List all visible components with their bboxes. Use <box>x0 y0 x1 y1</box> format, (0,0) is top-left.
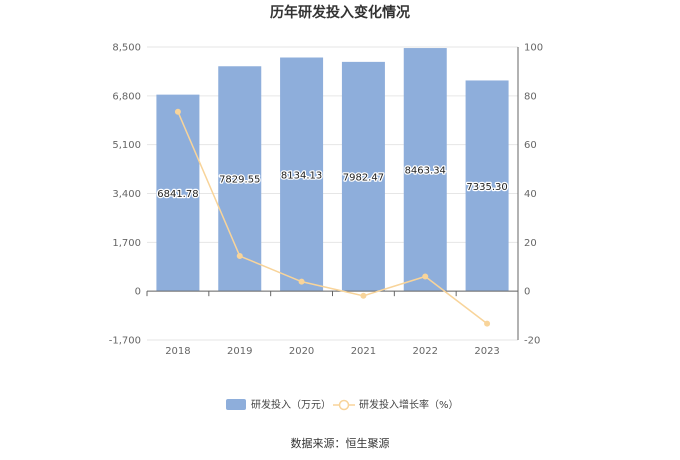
growth-line <box>177 111 488 325</box>
x-tick-label: 2019 <box>227 346 252 357</box>
bar-value-label: 8463.34 <box>405 166 446 177</box>
legend-label-bar: 研发投入（万元） <box>251 398 331 411</box>
bar-value-label: 7982.47 <box>343 173 384 184</box>
bar[interactable] <box>341 61 385 292</box>
bar-value-label: 7335.30 <box>466 182 507 193</box>
right-tick-label: 80 <box>524 91 537 102</box>
right-tick-label: -20 <box>524 336 540 347</box>
bar[interactable] <box>280 57 324 292</box>
right-tick-label: 40 <box>524 189 537 200</box>
data-source: 数据来源：恒生聚源 <box>291 436 390 450</box>
left-axis: -1,700 0 1,700 3,400 5,100 6,800 8,500 <box>109 43 141 347</box>
x-axis: 2018 2019 2020 2021 2022 2023 <box>146 290 519 357</box>
bar[interactable] <box>403 48 447 292</box>
legend-item-bar[interactable]: 研发投入（万元） <box>226 398 331 411</box>
bar-value-label: 6841.78 <box>157 189 198 200</box>
line-point[interactable] <box>174 108 181 115</box>
left-tick-label: 6,800 <box>112 91 141 102</box>
x-tick-label: 2022 <box>413 346 438 357</box>
legend-marker-line <box>338 399 350 411</box>
left-tick-label: 1,700 <box>112 238 141 249</box>
right-tick-label: 60 <box>524 140 537 151</box>
x-tick-label: 2023 <box>474 346 499 357</box>
legend: 研发投入（万元） 研发投入增长率（%） <box>226 398 459 411</box>
line-point[interactable] <box>236 253 243 260</box>
legend-label-line: 研发投入增长率（%） <box>359 398 459 411</box>
right-tick-label: 0 <box>524 287 530 298</box>
line-point[interactable] <box>298 278 305 285</box>
x-tick-label: 2018 <box>165 346 190 357</box>
bar[interactable] <box>156 94 200 292</box>
right-tick-label: 20 <box>524 238 537 249</box>
x-tick-label: 2021 <box>351 346 376 357</box>
legend-item-line[interactable]: 研发投入增长率（%） <box>333 398 459 411</box>
left-tick-label: 0 <box>135 287 141 298</box>
line-series <box>174 108 491 327</box>
legend-swatch-bar <box>226 399 246 410</box>
right-tick-label: 100 <box>524 43 543 54</box>
bar[interactable] <box>465 80 509 292</box>
left-tick-label: 3,400 <box>112 189 141 200</box>
line-point[interactable] <box>360 292 367 299</box>
right-axis: -20 0 20 40 60 80 100 <box>517 43 543 347</box>
line-point[interactable] <box>422 273 429 280</box>
x-tick-label: 2020 <box>289 346 314 357</box>
left-tick-label: -1,700 <box>109 336 141 347</box>
bar-value-label: 8134.13 <box>281 170 322 181</box>
bar-labels: 6841.78 7829.55 8134.13 7982.47 8463.34 7335.… <box>156 164 509 201</box>
bar-series <box>156 48 509 292</box>
chart-title: 历年研发投入变化情况 <box>270 4 410 21</box>
left-tick-label: 5,100 <box>112 140 141 151</box>
bar-value-label: 7829.55 <box>219 175 260 186</box>
left-tick-label: 8,500 <box>112 43 141 54</box>
line-point[interactable] <box>484 320 491 327</box>
